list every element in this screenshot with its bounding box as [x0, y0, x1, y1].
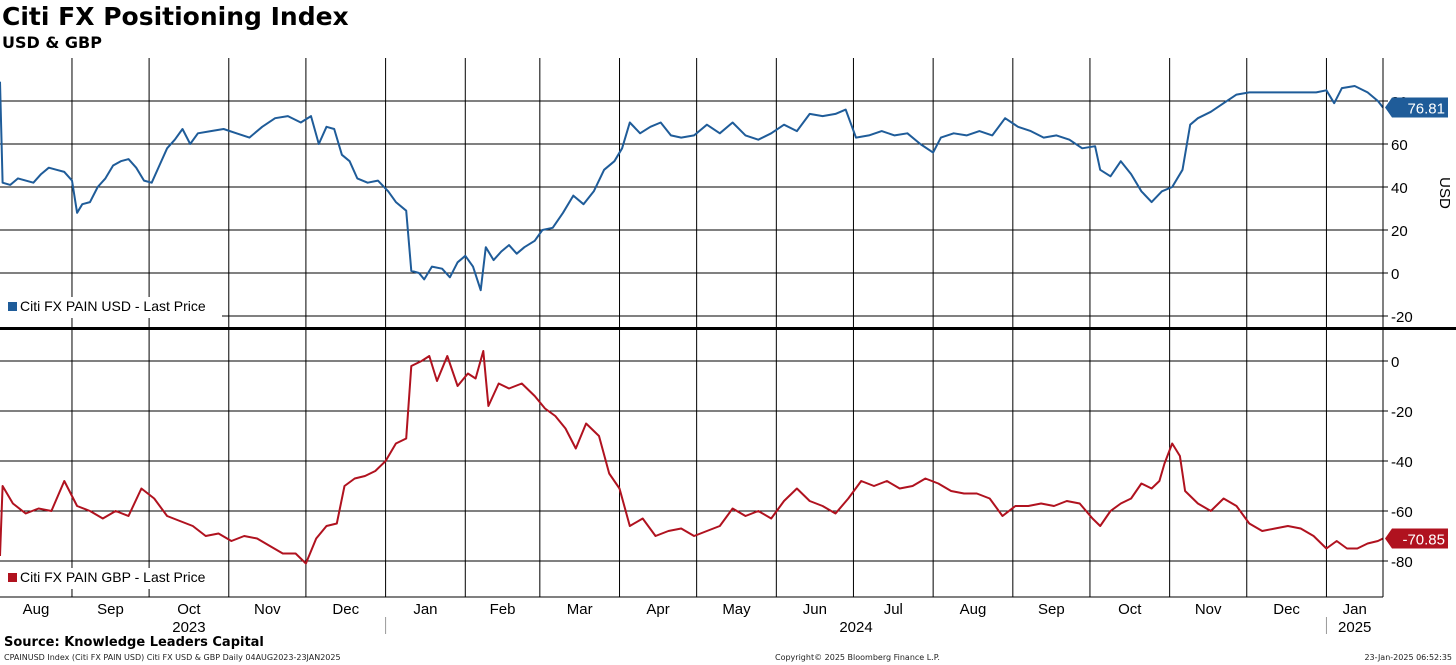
series-line-1	[0, 81, 1384, 292]
grid	[0, 58, 1383, 597]
y-tick-label: -60	[1391, 504, 1413, 521]
x-month-label: Oct	[1118, 601, 1142, 618]
y-tick-label: -20	[1391, 404, 1413, 421]
footer-ticker-info: CPAINUSD Index (Citi FX PAIN USD) Citi F…	[4, 653, 341, 662]
y-tick-label: -20	[1391, 309, 1413, 326]
x-month-label: Dec	[1273, 601, 1300, 618]
panel-2-background	[0, 330, 1383, 597]
x-month-label: Nov	[254, 601, 281, 618]
x-year-label: 2025	[1338, 619, 1371, 636]
x-year-label: 2023	[172, 619, 205, 636]
legend-swatch-1	[8, 302, 17, 311]
footer-timestamp: 23-Jan-2025 06:52:35	[1364, 653, 1452, 662]
series-layer	[0, 81, 1384, 565]
last-value-tag-1	[1385, 97, 1448, 118]
last-value-label-1: 76.81	[1407, 100, 1445, 117]
y-axis-label: USD	[1436, 177, 1453, 209]
legend-label-2: Citi FX PAIN GBP - Last Price	[20, 569, 206, 585]
last-value-label-2: -70.85	[1402, 532, 1445, 549]
x-month-label: Jan	[413, 601, 437, 618]
x-month-label: Jan	[1343, 601, 1367, 618]
y-tick-label: 0	[1391, 266, 1399, 283]
y-tick-label: 40	[1391, 180, 1408, 197]
x-month-label: Apr	[646, 601, 669, 618]
x-month-label: Sep	[1038, 601, 1065, 618]
y-tick-label: 0	[1391, 354, 1399, 371]
y-tick-label: 20	[1391, 223, 1408, 240]
x-month-label: Mar	[567, 601, 593, 618]
x-month-label: Feb	[490, 601, 516, 618]
x-month-label: Jul	[884, 601, 903, 618]
y-tick-label: 60	[1391, 137, 1408, 154]
last-value-tag-2	[1385, 528, 1448, 549]
x-month-label: Aug	[23, 601, 50, 618]
x-month-label: Dec	[332, 601, 359, 618]
legend-swatch-2	[8, 573, 17, 582]
x-month-label: Jun	[803, 601, 827, 618]
legend-box-2	[0, 568, 222, 589]
chart-subtitle: USD & GBP	[2, 33, 102, 52]
panel-1-background	[0, 58, 1383, 327]
x-year-label: 2024	[839, 619, 872, 636]
legend-box-1	[0, 297, 222, 318]
y-tick-label: -80	[1391, 554, 1413, 571]
footer-copyright: Copyright© 2025 Bloomberg Finance L.P.	[775, 653, 940, 662]
series-line-2	[0, 350, 1384, 565]
x-month-label: Sep	[97, 601, 124, 618]
y-tick-label: -40	[1391, 454, 1413, 471]
x-month-label: May	[722, 601, 751, 618]
chart-title: Citi FX Positioning Index	[2, 2, 349, 31]
source-note: Source: Knowledge Leaders Capital	[4, 635, 264, 650]
legend-label-1: Citi FX PAIN USD - Last Price	[20, 298, 206, 314]
x-month-label: Nov	[1195, 601, 1222, 618]
x-month-label: Oct	[177, 601, 201, 618]
x-month-label: Aug	[960, 601, 987, 618]
